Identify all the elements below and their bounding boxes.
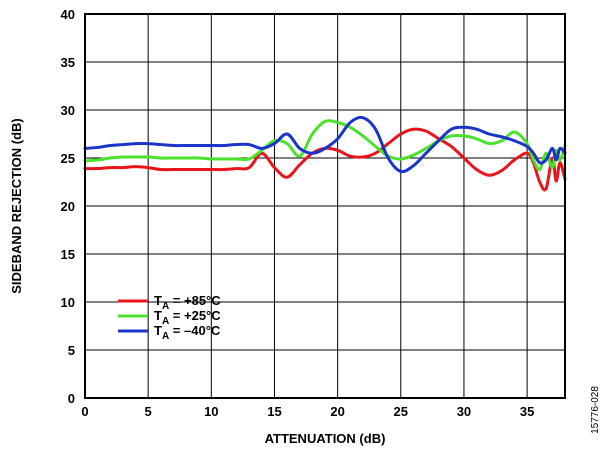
legend-label: TA = +85°C xyxy=(154,293,221,312)
x-tick-label: 30 xyxy=(457,404,471,419)
y-tick-label: 15 xyxy=(61,247,75,262)
x-tick-label: 15 xyxy=(267,404,281,419)
x-tick-label: 25 xyxy=(394,404,408,419)
x-tick-label: 35 xyxy=(520,404,534,419)
y-tick-label: 20 xyxy=(61,199,75,214)
x-tick-label: 20 xyxy=(330,404,344,419)
y-tick-label: 5 xyxy=(68,343,75,358)
y-axis-title: SIDEBAND REJECTION (dB) xyxy=(9,118,24,294)
x-tick-label: 0 xyxy=(81,404,88,419)
y-tick-label: 40 xyxy=(61,7,75,22)
x-tick-label: 5 xyxy=(145,404,152,419)
x-tick-labels: 0 5 10 15 20 25 30 35 xyxy=(81,404,534,419)
y-tick-labels: 0 5 10 15 20 25 30 35 40 xyxy=(61,7,75,406)
legend: TA = +85°CTA = +25°CTA = –40°C xyxy=(118,293,221,342)
series-line-85c xyxy=(83,127,567,192)
plot-frame xyxy=(84,13,566,399)
x-tick-label: 10 xyxy=(204,404,218,419)
x-axis-title: ATTENUATION (dB) xyxy=(265,431,386,446)
y-tick-label: 30 xyxy=(61,103,75,118)
series-line-minus40c xyxy=(83,115,567,174)
figure-id: 15776-028 xyxy=(590,386,601,434)
series-lines xyxy=(83,115,567,192)
y-tick-label: 0 xyxy=(68,391,75,406)
series-line-25c xyxy=(83,119,567,172)
y-tick-label: 35 xyxy=(61,55,75,70)
y-tick-label: 10 xyxy=(61,295,75,310)
legend-label: TA = +25°C xyxy=(154,308,221,327)
grid xyxy=(84,13,565,399)
y-tick-label: 25 xyxy=(61,151,75,166)
legend-label: TA = –40°C xyxy=(154,323,221,342)
